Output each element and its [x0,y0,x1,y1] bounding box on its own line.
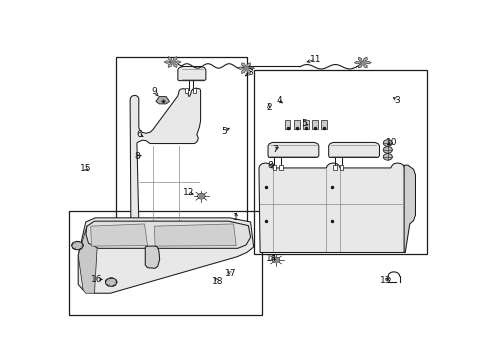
Polygon shape [403,165,415,252]
Circle shape [383,153,391,160]
Polygon shape [168,57,172,62]
Text: 14: 14 [265,253,277,262]
Bar [116,57,246,223]
Polygon shape [78,218,253,293]
Text: 6: 6 [136,130,142,139]
Text: 13: 13 [379,276,390,285]
Polygon shape [85,221,250,248]
Polygon shape [362,63,366,68]
Polygon shape [358,63,362,68]
Polygon shape [328,143,379,157]
Text: 1: 1 [233,213,239,222]
Polygon shape [241,63,245,68]
Circle shape [272,257,279,263]
Polygon shape [241,68,245,73]
Polygon shape [237,67,245,69]
Circle shape [197,193,205,199]
Circle shape [105,278,117,286]
Bar [294,120,299,129]
Bar [303,120,308,129]
Text: 17: 17 [224,269,236,278]
Polygon shape [362,57,366,63]
Polygon shape [78,226,97,293]
Bar [332,166,336,170]
Polygon shape [172,57,177,62]
Bar [272,166,275,170]
Text: 10: 10 [385,139,397,148]
Circle shape [383,147,391,153]
Circle shape [383,140,391,146]
Polygon shape [145,246,159,268]
Bar [254,69,426,254]
Polygon shape [163,61,172,63]
Text: 7: 7 [271,145,277,154]
Polygon shape [156,96,169,104]
Text: 4: 4 [276,96,281,105]
Text: 12: 12 [183,188,194,197]
Text: 8: 8 [267,161,273,170]
Polygon shape [245,67,254,69]
Text: 5: 5 [221,127,226,136]
Bar [279,166,282,170]
Text: 15: 15 [80,164,91,173]
Polygon shape [154,224,236,246]
Bar [312,120,317,129]
Text: 18: 18 [211,277,223,286]
Text: 11: 11 [309,54,321,63]
Polygon shape [172,62,177,67]
Text: 5: 5 [301,119,306,128]
Text: 8: 8 [134,152,140,161]
Text: 3: 3 [247,68,253,77]
Polygon shape [168,62,172,67]
Text: 9: 9 [151,87,157,96]
Polygon shape [358,57,362,63]
Polygon shape [130,88,200,222]
Polygon shape [172,61,181,63]
Text: 2: 2 [265,103,271,112]
Text: 3: 3 [394,95,400,104]
Polygon shape [178,67,205,81]
Polygon shape [259,163,405,252]
Bar [339,166,343,170]
Bar [184,88,188,93]
Circle shape [72,242,83,250]
Polygon shape [90,224,147,246]
Polygon shape [245,68,250,73]
Polygon shape [267,143,318,157]
Bar [68,211,262,315]
Bar [285,120,290,129]
Polygon shape [362,61,370,64]
Polygon shape [354,61,362,64]
Circle shape [385,278,389,281]
Bar [193,88,196,93]
Text: 16: 16 [91,275,102,284]
Polygon shape [245,63,250,68]
Bar [321,120,326,129]
